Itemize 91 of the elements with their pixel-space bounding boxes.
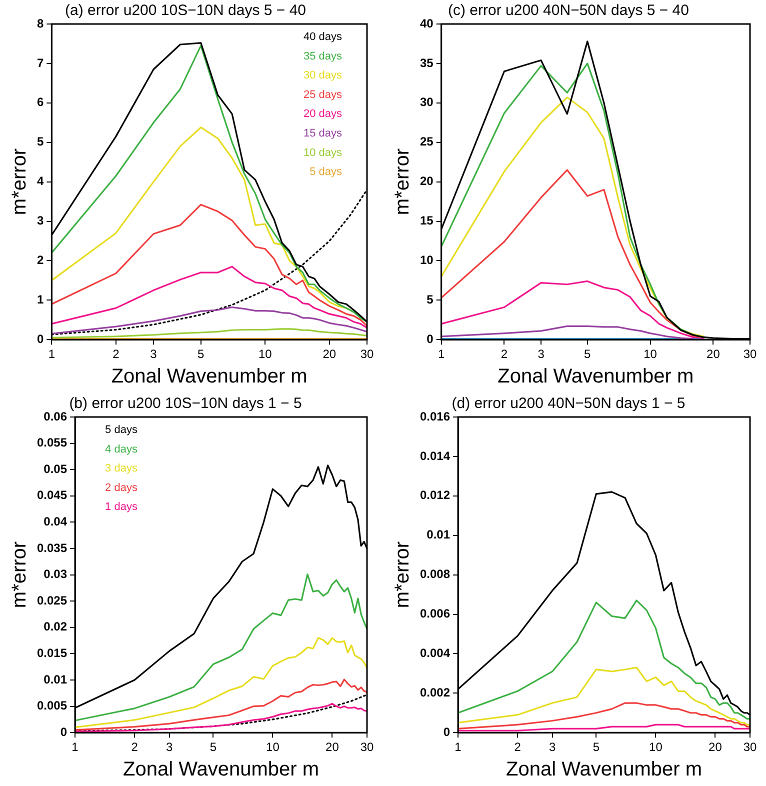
y-tick-label: 0.055 [37, 436, 68, 450]
y-tick-label: 0 [60, 724, 68, 739]
x-tick-label: 30 [360, 740, 374, 754]
y-tick-label: 0.02 [44, 620, 68, 634]
x-axis-title: Zonal Wavenumber m [498, 366, 694, 388]
x-tick-label: 2 [131, 740, 138, 754]
x-tick-label: 2 [112, 347, 120, 362]
y-tick-label: 15 [420, 214, 434, 228]
x-tick-label: 10 [644, 347, 658, 362]
y-tick-label: 10 [420, 253, 434, 268]
y-tick-label: 0.045 [37, 488, 68, 502]
y-tick-label: 0.014 [420, 448, 450, 463]
y-tick-label: 0.03 [44, 567, 68, 582]
x-tick-label: 3 [548, 740, 556, 754]
y-tick-label: 0.025 [37, 593, 68, 608]
y-tick-label: 4 [36, 174, 44, 188]
x-tick-label: 2 [514, 740, 522, 754]
x-tick-label: 10 [258, 347, 272, 362]
text: 35 days [303, 50, 342, 62]
x-tick-label: 30 [743, 740, 757, 754]
text: 5 days [105, 424, 138, 436]
y-tick-label: 0 [426, 332, 434, 346]
y-tick-label: 0.012 [420, 488, 450, 502]
y-tick-label: 0.01 [44, 672, 68, 686]
y-tick-label: 0 [36, 332, 44, 346]
y-axis-title: m*error [8, 148, 31, 216]
x-tick-label: 3 [538, 347, 545, 362]
x-tick-label: 20 [326, 740, 340, 754]
x-tick-label: 1 [72, 740, 79, 754]
text: 4 days [105, 443, 138, 456]
x-axis-title: Zonal Wavenumber m [123, 758, 320, 781]
y-tick-label: 0.06 [44, 409, 68, 424]
y-tick-label: 5 [426, 292, 434, 306]
x-tick-label: 5 [198, 347, 205, 362]
x-axis-title: Zonal Wavenumber m [506, 758, 702, 781]
x-tick-label: 10 [649, 740, 663, 754]
y-tick-label: 3 [36, 214, 44, 228]
x-tick-label: 20 [322, 347, 336, 362]
text: 25 days [303, 88, 342, 101]
y-axis-title: m*error [392, 148, 414, 216]
chart-title: (b) error u200 10S−10N days 1 − 5 [69, 395, 302, 412]
text: 2 days [105, 482, 138, 494]
text: 5 days [310, 166, 342, 178]
x-tick-label: 2 [500, 347, 508, 362]
y-tick-label: 0.04 [44, 514, 68, 529]
x-tick-label: 10 [266, 740, 280, 754]
text: 3 days [105, 462, 138, 475]
y-axis-title: m*error [392, 541, 414, 608]
y-axis-title: m*error [8, 541, 31, 608]
x-tick-label: 5 [592, 740, 600, 754]
y-tick-label: 25 [420, 134, 434, 149]
y-tick-label: 7 [36, 56, 44, 70]
y-tick-label: 0.004 [420, 646, 450, 660]
y-tick-label: 30 [420, 95, 434, 110]
y-tick-label: 0.015 [37, 646, 68, 660]
y-tick-label: 0.05 [44, 462, 68, 476]
x-tick-label: 1 [454, 740, 462, 754]
y-tick-label: 8 [36, 16, 44, 30]
x-tick-label: 5 [210, 740, 217, 754]
y-tick-label: 35 [420, 56, 434, 70]
x-tick-label: 5 [584, 347, 592, 362]
y-tick-label: 0 [443, 724, 450, 739]
y-tick-label: 0.006 [420, 606, 450, 621]
y-tick-label: 0.01 [426, 528, 450, 542]
x-tick-label: 3 [150, 347, 158, 362]
x-tick-label: 30 [743, 347, 757, 362]
y-tick-label: 0.008 [420, 567, 450, 582]
text: 30 days [303, 70, 342, 82]
chart-title: (a) error u200 10S−10N days 5 − 40 [65, 2, 306, 20]
y-tick-label: 5 [36, 134, 44, 149]
chart-title: (d) error u200 40N−50N days 1 − 5 [452, 395, 686, 412]
y-tick-label: 1 [36, 292, 44, 306]
x-tick-label: 20 [706, 347, 720, 362]
x-tick-label: 3 [166, 740, 173, 754]
y-tick-label: 0.016 [420, 409, 450, 424]
y-tick-label: 0.005 [37, 698, 68, 713]
text: 1 days [105, 501, 138, 514]
x-tick-label: 20 [708, 740, 722, 754]
y-tick-label: 0.002 [420, 685, 450, 700]
y-tick-label: 6 [36, 95, 44, 110]
text: 40 days [303, 31, 342, 44]
x-tick-label: 30 [360, 347, 374, 362]
text: 20 days [303, 108, 342, 120]
y-tick-label: 0.035 [37, 540, 68, 555]
text: 15 days [303, 128, 342, 140]
y-tick-label: 2 [36, 253, 44, 268]
text: 10 days [303, 146, 342, 159]
chart-title: (c) error u200 40N−50N days 5 − 40 [448, 2, 689, 20]
x-axis-title: Zonal Wavenumber m [111, 366, 308, 388]
y-tick-label: 40 [420, 16, 434, 30]
y-tick-label: 20 [420, 174, 434, 188]
